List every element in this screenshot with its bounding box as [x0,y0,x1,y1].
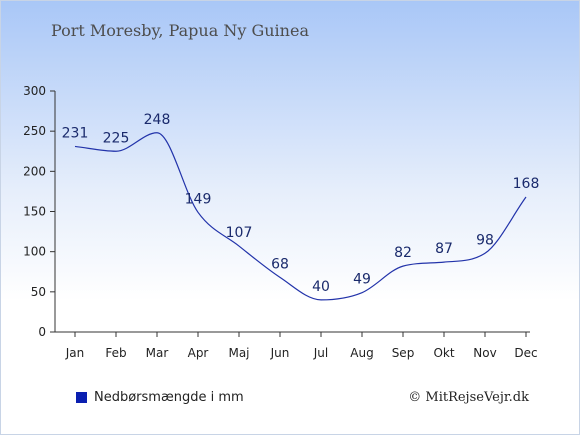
data-label: 168 [513,176,540,192]
data-label: 149 [185,191,212,207]
y-tick-label: 300 [23,84,46,98]
x-tick-label: Apr [188,346,209,360]
data-label: 98 [476,232,494,248]
y-tick-label: 150 [23,205,46,219]
x-tick-label: Dec [514,346,537,360]
y-tick-label: 200 [23,164,46,178]
data-label: 107 [226,225,253,241]
data-label: 225 [103,130,130,146]
data-label: 248 [144,112,171,128]
data-label: 68 [271,256,289,272]
x-tick-label: Feb [105,346,126,360]
x-tick-label: Mar [146,346,169,360]
x-tick-label: Aug [350,346,373,360]
data-label: 87 [435,241,453,257]
data-label: 49 [353,272,371,288]
credit-text: © MitRejseVejr.dk [408,390,529,405]
y-tick-label: 0 [38,325,46,339]
y-tick-label: 250 [23,124,46,138]
data-label: 82 [394,245,412,261]
legend: Nedbørsmængde i mm [76,390,244,405]
y-tick-label: 100 [23,245,46,259]
y-tick-label: 50 [31,285,46,299]
data-label: 40 [312,279,330,295]
x-tick-label: Nov [473,346,496,360]
series-line [74,132,527,301]
x-tick-label: Jul [313,346,328,360]
legend-label: Nedbørsmængde i mm [94,390,244,405]
data-label: 231 [62,125,89,141]
x-tick-label: Okt [433,346,454,360]
legend-swatch [76,392,87,403]
chart-title: Port Moresby, Papua Ny Guinea [51,21,309,40]
x-tick-label: Maj [228,346,249,360]
x-tick-label: Jun [270,346,290,360]
x-tick-label: Jan [65,346,85,360]
x-tick-label: Sep [392,346,415,360]
